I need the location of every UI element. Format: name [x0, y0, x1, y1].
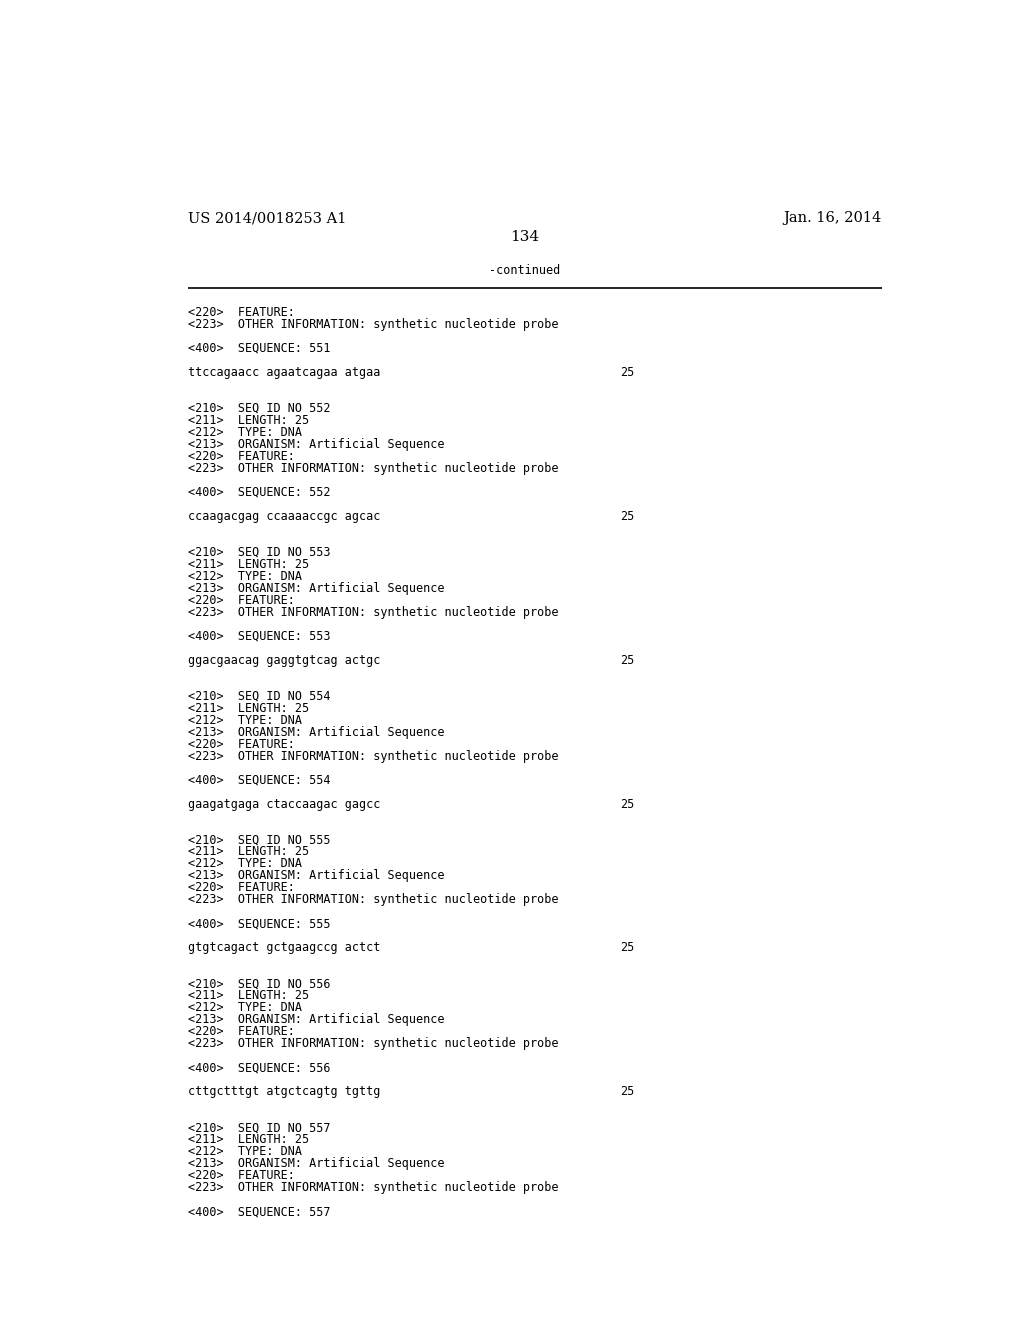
Text: cttgctttgt atgctcagtg tgttg: cttgctttgt atgctcagtg tgttg — [187, 1085, 380, 1098]
Text: 134: 134 — [510, 230, 540, 244]
Text: ggacgaacag gaggtgtcag actgc: ggacgaacag gaggtgtcag actgc — [187, 653, 380, 667]
Text: <400>  SEQUENCE: 555: <400> SEQUENCE: 555 — [187, 917, 330, 931]
Text: <210>  SEQ ID NO 555: <210> SEQ ID NO 555 — [187, 833, 330, 846]
Text: -continued: -continued — [489, 264, 560, 277]
Text: <213>  ORGANISM: Artificial Sequence: <213> ORGANISM: Artificial Sequence — [187, 726, 444, 739]
Text: <223>  OTHER INFORMATION: synthetic nucleotide probe: <223> OTHER INFORMATION: synthetic nucle… — [187, 750, 558, 763]
Text: <212>  TYPE: DNA: <212> TYPE: DNA — [187, 1146, 301, 1159]
Text: <220>  FEATURE:: <220> FEATURE: — [187, 450, 294, 463]
Text: 25: 25 — [620, 366, 634, 379]
Text: <213>  ORGANISM: Artificial Sequence: <213> ORGANISM: Artificial Sequence — [187, 582, 444, 594]
Text: <223>  OTHER INFORMATION: synthetic nucleotide probe: <223> OTHER INFORMATION: synthetic nucle… — [187, 318, 558, 331]
Text: ttccagaacc agaatcagaa atgaa: ttccagaacc agaatcagaa atgaa — [187, 366, 380, 379]
Text: <211>  LENGTH: 25: <211> LENGTH: 25 — [187, 1134, 308, 1146]
Text: <212>  TYPE: DNA: <212> TYPE: DNA — [187, 858, 301, 870]
Text: <210>  SEQ ID NO 552: <210> SEQ ID NO 552 — [187, 401, 330, 414]
Text: <213>  ORGANISM: Artificial Sequence: <213> ORGANISM: Artificial Sequence — [187, 1158, 444, 1171]
Text: 25: 25 — [620, 797, 634, 810]
Text: <210>  SEQ ID NO 553: <210> SEQ ID NO 553 — [187, 545, 330, 558]
Text: Jan. 16, 2014: Jan. 16, 2014 — [783, 211, 882, 226]
Text: <223>  OTHER INFORMATION: synthetic nucleotide probe: <223> OTHER INFORMATION: synthetic nucle… — [187, 1038, 558, 1051]
Text: 25: 25 — [620, 1085, 634, 1098]
Text: <223>  OTHER INFORMATION: synthetic nucleotide probe: <223> OTHER INFORMATION: synthetic nucle… — [187, 1181, 558, 1195]
Text: <223>  OTHER INFORMATION: synthetic nucleotide probe: <223> OTHER INFORMATION: synthetic nucle… — [187, 606, 558, 619]
Text: <400>  SEQUENCE: 556: <400> SEQUENCE: 556 — [187, 1061, 330, 1074]
Text: <211>  LENGTH: 25: <211> LENGTH: 25 — [187, 846, 308, 858]
Text: <213>  ORGANISM: Artificial Sequence: <213> ORGANISM: Artificial Sequence — [187, 1014, 444, 1027]
Text: <211>  LENGTH: 25: <211> LENGTH: 25 — [187, 413, 308, 426]
Text: 25: 25 — [620, 653, 634, 667]
Text: <212>  TYPE: DNA: <212> TYPE: DNA — [187, 1002, 301, 1014]
Text: <400>  SEQUENCE: 552: <400> SEQUENCE: 552 — [187, 486, 330, 499]
Text: <211>  LENGTH: 25: <211> LENGTH: 25 — [187, 557, 308, 570]
Text: <210>  SEQ ID NO 556: <210> SEQ ID NO 556 — [187, 977, 330, 990]
Text: <220>  FEATURE:: <220> FEATURE: — [187, 594, 294, 607]
Text: <220>  FEATURE:: <220> FEATURE: — [187, 306, 294, 318]
Text: <400>  SEQUENCE: 553: <400> SEQUENCE: 553 — [187, 630, 330, 643]
Text: <210>  SEQ ID NO 557: <210> SEQ ID NO 557 — [187, 1121, 330, 1134]
Text: <220>  FEATURE:: <220> FEATURE: — [187, 1026, 294, 1039]
Text: <211>  LENGTH: 25: <211> LENGTH: 25 — [187, 990, 308, 1002]
Text: <400>  SEQUENCE: 557: <400> SEQUENCE: 557 — [187, 1205, 330, 1218]
Text: <212>  TYPE: DNA: <212> TYPE: DNA — [187, 570, 301, 582]
Text: <220>  FEATURE:: <220> FEATURE: — [187, 882, 294, 895]
Text: <400>  SEQUENCE: 551: <400> SEQUENCE: 551 — [187, 342, 330, 355]
Text: <213>  ORGANISM: Artificial Sequence: <213> ORGANISM: Artificial Sequence — [187, 870, 444, 883]
Text: <400>  SEQUENCE: 554: <400> SEQUENCE: 554 — [187, 774, 330, 787]
Text: ccaagacgag ccaaaaccgc agcac: ccaagacgag ccaaaaccgc agcac — [187, 510, 380, 523]
Text: <223>  OTHER INFORMATION: synthetic nucleotide probe: <223> OTHER INFORMATION: synthetic nucle… — [187, 462, 558, 475]
Text: <212>  TYPE: DNA: <212> TYPE: DNA — [187, 714, 301, 726]
Text: <211>  LENGTH: 25: <211> LENGTH: 25 — [187, 701, 308, 714]
Text: US 2014/0018253 A1: US 2014/0018253 A1 — [187, 211, 346, 226]
Text: <212>  TYPE: DNA: <212> TYPE: DNA — [187, 426, 301, 438]
Text: <220>  FEATURE:: <220> FEATURE: — [187, 1170, 294, 1183]
Text: gtgtcagact gctgaagccg actct: gtgtcagact gctgaagccg actct — [187, 941, 380, 954]
Text: <210>  SEQ ID NO 554: <210> SEQ ID NO 554 — [187, 689, 330, 702]
Text: <220>  FEATURE:: <220> FEATURE: — [187, 738, 294, 751]
Text: 25: 25 — [620, 510, 634, 523]
Text: <213>  ORGANISM: Artificial Sequence: <213> ORGANISM: Artificial Sequence — [187, 438, 444, 450]
Text: gaagatgaga ctaccaagac gagcc: gaagatgaga ctaccaagac gagcc — [187, 797, 380, 810]
Text: <223>  OTHER INFORMATION: synthetic nucleotide probe: <223> OTHER INFORMATION: synthetic nucle… — [187, 894, 558, 907]
Text: 25: 25 — [620, 941, 634, 954]
